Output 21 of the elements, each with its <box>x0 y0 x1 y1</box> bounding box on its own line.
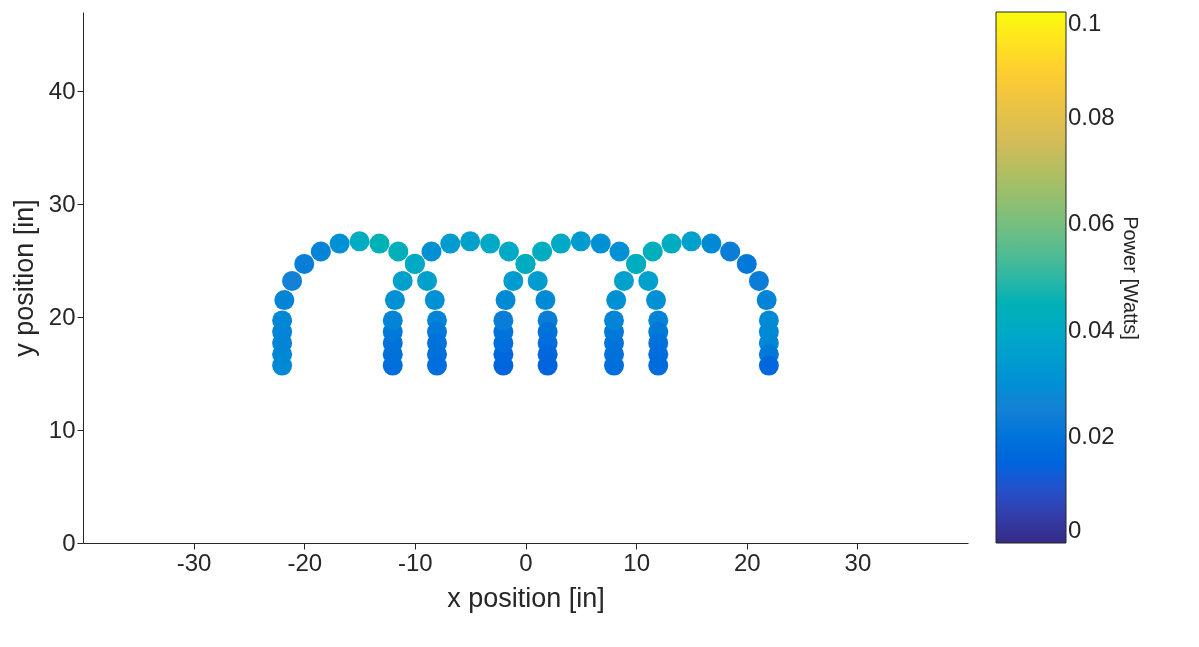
color-bar-label: 0.08 <box>1068 103 1115 131</box>
color-bar-label: 0.02 <box>1068 421 1115 449</box>
color-bar-title: Power [Watts] <box>1120 216 1142 340</box>
color-bar-label: 0.04 <box>1068 315 1115 343</box>
x-tick-label: -20 <box>287 548 323 576</box>
x-tick-label: -30 <box>176 548 212 576</box>
x-tick-label: 0 <box>519 548 533 576</box>
y-tick-label: 40 <box>48 76 76 104</box>
y-tick-label: 20 <box>48 302 76 330</box>
x-tick-label: 10 <box>623 548 650 576</box>
y-tick-label: 0 <box>62 528 76 556</box>
y-tick-label: 30 <box>48 189 76 217</box>
x-tick-label: 20 <box>733 548 761 576</box>
x-axis-title: x position [in] <box>447 582 605 613</box>
color-bar-label: 0.1 <box>1068 9 1102 36</box>
x-tick-label: -10 <box>398 548 433 576</box>
color-bar-label: 0 <box>1068 516 1082 543</box>
color-bar-label: 0.06 <box>1068 209 1115 237</box>
x-tick-label: 30 <box>844 548 872 576</box>
y-tick-label: 10 <box>48 415 76 443</box>
y-axis-title: y position [in] <box>8 199 39 357</box>
